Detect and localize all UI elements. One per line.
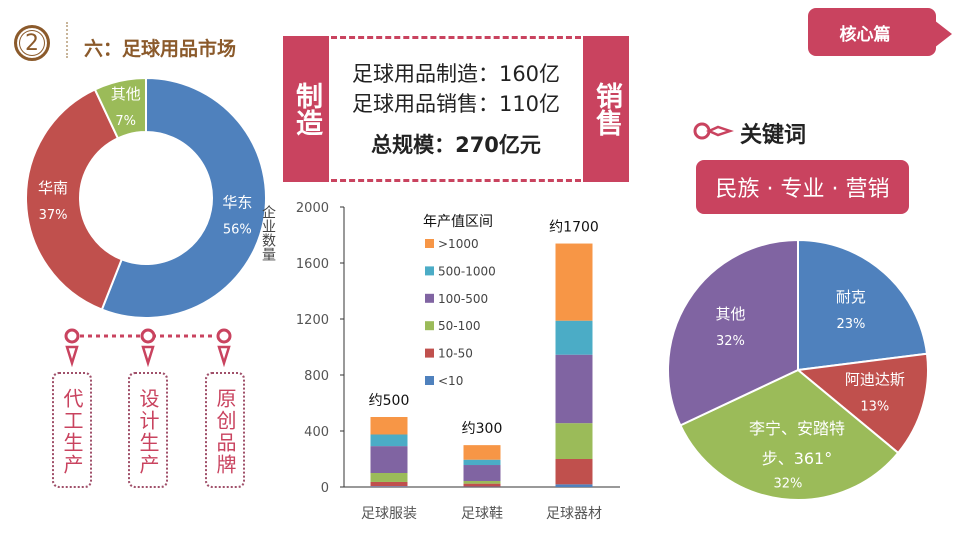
bar-segment-4 (463, 459, 501, 466)
slice-3 (667, 238, 799, 427)
bar-segment-3 (370, 446, 408, 473)
flow-step-brand: 原创品牌 (205, 372, 245, 488)
legend-swatch (425, 293, 434, 303)
slice-2 (679, 368, 900, 501)
total-label: 约500 (369, 393, 410, 409)
bar-segment-0 (555, 484, 593, 487)
slice-label: 李宁、安踏特步、361° (748, 419, 845, 469)
bar-segment-3 (555, 354, 593, 424)
summary-panel: 制造 足球用品制造：160亿 足球用品销售：110亿 总规模：270亿元 销售 (283, 36, 629, 182)
y-tick-label: 400 (304, 425, 329, 440)
sales-label: 销售 (583, 36, 629, 182)
manufacture-label: 制造 (283, 36, 329, 182)
flow-step-oem: 代工生产 (52, 372, 92, 488)
slice-2 (93, 76, 147, 140)
section-number: 2 (25, 30, 39, 56)
bar-segment-5 (370, 417, 408, 435)
region-donut-chart: 华东 56% 华南 37% 其他 7% (25, 76, 267, 319)
flow-node-icon (140, 328, 156, 344)
slice-1 (795, 352, 929, 455)
slice-percent: 32% (716, 334, 745, 349)
keywords-box: 民族 · 专业 · 营销 (696, 160, 909, 214)
y-axis-label: 企业数量 (260, 204, 276, 261)
legend-label: 100-500 (438, 292, 488, 306)
y-tick-label: 2000 (296, 201, 329, 216)
bar-segment-4 (370, 434, 408, 447)
x-tick-label: 足球器材 (546, 506, 602, 522)
legend-label: <10 (438, 374, 463, 388)
slice-label: 耐克 (836, 288, 866, 306)
slice-1 (25, 88, 124, 311)
manufacture-value: 足球用品制造：160亿 (351, 62, 561, 86)
slice-label: 其他 (715, 305, 745, 323)
total-label: 约1700 (549, 220, 599, 236)
y-tick-label: 1200 (296, 313, 329, 328)
flow-node-icon (64, 328, 80, 344)
slice-percent: 37% (39, 208, 68, 223)
section-number-badge: 2 (14, 25, 50, 61)
bar-segment-3 (463, 465, 501, 481)
bar-segment-1 (370, 481, 408, 487)
legend-label: 10-50 (438, 347, 473, 361)
legend-swatch (425, 348, 434, 358)
y-tick-label: 0 (321, 481, 329, 496)
page-title: 六：足球用品市场 (84, 38, 237, 60)
slice-label: 华东 (222, 193, 252, 211)
slice-label: 华南 (38, 179, 68, 197)
flow-arrow-icon (141, 345, 155, 368)
legend-swatch (425, 376, 434, 385)
legend-title: 年产值区间 (423, 214, 493, 230)
divider (66, 22, 68, 58)
y-tick-label: 1600 (296, 257, 329, 272)
slice-percent: 13% (860, 399, 889, 414)
legend-label: >1000 (438, 237, 479, 251)
legend-label: 500-1000 (438, 264, 496, 278)
total-label: 约300 (462, 421, 503, 437)
bar-segment-1 (555, 459, 593, 485)
flow-node-icon (216, 328, 232, 344)
x-tick-label: 足球服装 (361, 506, 417, 522)
slice-percent: 32% (774, 476, 803, 491)
x-tick-label: 足球鞋 (461, 506, 503, 522)
brand-pie-chart: 耐克 23% 阿迪达斯 13% 32% 其他 32% (667, 238, 929, 501)
flow-arrow-icon (65, 345, 79, 368)
sales-value: 足球用品销售：110亿 (351, 92, 561, 116)
total-value: 总规模：270亿元 (371, 133, 541, 157)
legend-swatch (425, 239, 434, 248)
slice-percent: 23% (836, 317, 865, 332)
bar-segment-2 (463, 480, 501, 484)
bar-segment-5 (555, 243, 593, 321)
legend-swatch (425, 321, 434, 331)
slice-percent: 56% (223, 222, 252, 237)
slice-0 (100, 76, 267, 319)
flow-step-design: 设计生产 (128, 372, 168, 488)
bar-segment-2 (370, 473, 408, 482)
key-icon (693, 122, 734, 140)
keywords-title: 关键词 (740, 123, 807, 148)
slice-0 (797, 238, 929, 372)
flow-connectors (64, 328, 232, 368)
bar-segment-1 (463, 483, 501, 487)
bar-segment-5 (463, 445, 501, 460)
slice-label: 阿迪达斯 (845, 370, 905, 388)
slice-percent: 7% (115, 114, 136, 129)
legend-label: 50-100 (438, 319, 481, 333)
slice-label: 其他 (111, 85, 141, 103)
bar-segment-0 (370, 486, 408, 487)
flow-arrow-icon (217, 345, 231, 368)
summary-content: 足球用品制造：160亿 足球用品销售：110亿 总规模：270亿元 (331, 36, 581, 182)
y-tick-label: 800 (304, 369, 329, 384)
core-tag: 核心篇 (808, 8, 952, 56)
legend-swatch (425, 266, 434, 276)
bar-segment-4 (555, 320, 593, 355)
bar-segment-2 (555, 423, 593, 459)
